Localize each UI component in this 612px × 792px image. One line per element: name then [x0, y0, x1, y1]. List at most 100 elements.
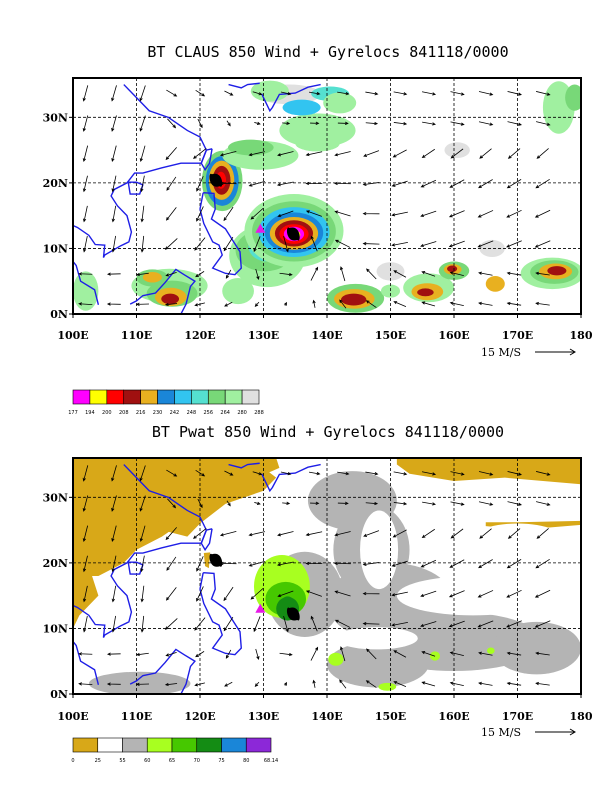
wind-vector [536, 528, 549, 539]
pwat-shade-7 [88, 671, 191, 694]
wind-vector [450, 148, 464, 159]
wind-vector [219, 150, 237, 157]
wind-vector [365, 91, 379, 96]
wind-vector [450, 121, 465, 126]
coastline [127, 181, 144, 195]
colorbar-swatch [123, 389, 141, 405]
wind-vector [478, 651, 493, 656]
wind-vector [139, 115, 146, 132]
colorbar-label: 177 [68, 410, 78, 416]
chart-title: BT Pwat 850 Wind + Gyrelocs 841118/0000 [152, 423, 504, 441]
wind-vector [536, 121, 551, 126]
wind-vector [111, 615, 117, 633]
wind-vector [422, 121, 436, 126]
wind-vector [391, 180, 408, 187]
wind-vector [279, 272, 293, 277]
colorbar-swatch [221, 737, 247, 753]
wind-vector [334, 151, 351, 157]
wind-vector [223, 206, 234, 222]
colorbar-label: 75 [218, 758, 224, 764]
wind-vector [252, 91, 263, 96]
wind-vector [252, 471, 263, 476]
wind-vector [192, 528, 207, 539]
pwat-shade-14 [378, 682, 397, 691]
wind-vector [450, 528, 464, 539]
gold-region-1 [73, 576, 99, 629]
wind-vector [82, 585, 88, 603]
colorbar-swatch [245, 737, 272, 753]
wind-vector [82, 85, 89, 102]
wind-vector [535, 271, 550, 276]
wind-vector [536, 501, 551, 506]
wind-vector [277, 151, 294, 157]
wind-vector [337, 121, 349, 125]
wind-vector [277, 210, 294, 218]
colorbar-swatch [171, 737, 198, 753]
wind-vector [337, 91, 350, 96]
wind-vector [305, 210, 322, 217]
wind-vector [448, 240, 465, 248]
colorbar-label: 70 [194, 758, 200, 764]
coastline [228, 82, 260, 89]
wind-vector [478, 91, 494, 96]
wind-vector [283, 681, 287, 686]
claus-shade-34 [161, 293, 180, 305]
wind-vector [82, 615, 88, 633]
wind-vector [82, 115, 89, 132]
colorbar-swatch [207, 389, 226, 405]
x-tick-label: 150E [375, 710, 406, 723]
wind-vector [362, 242, 380, 246]
pwat-clear-1 [335, 627, 418, 650]
wind-vector [139, 145, 146, 162]
claus-shade-49 [547, 266, 567, 276]
x-tick-label: 140E [311, 329, 342, 342]
colorbar-label: 248 [187, 410, 197, 416]
gold-region-3 [396, 458, 581, 485]
wind-vector [393, 270, 407, 278]
wind-vector [166, 556, 177, 571]
wind-vector [421, 681, 436, 687]
wind-vector [111, 145, 117, 163]
wind-vector [420, 210, 437, 218]
y-tick-label: 30N [43, 111, 68, 124]
wind-vector [310, 235, 318, 252]
pwat-shade-13 [487, 647, 495, 655]
wind-vector [393, 301, 407, 308]
colorbar-label: 208 [119, 410, 129, 416]
wind-vector [165, 207, 177, 221]
wind-vector [111, 115, 117, 132]
wind-vector [449, 179, 465, 188]
wind-vector [140, 585, 145, 603]
claus-shade-45 [447, 265, 458, 273]
colorbar-label: 288 [254, 410, 264, 416]
plot-area [73, 78, 581, 314]
colorbar-swatch [106, 389, 125, 405]
wind-vector [254, 121, 261, 125]
wind-vector [194, 302, 205, 307]
colorbar-swatch [196, 737, 222, 753]
wind-vector [82, 235, 88, 253]
colorbar-label: 55 [119, 758, 125, 764]
pwat-shade-11 [328, 652, 344, 666]
wind-vector [506, 271, 522, 276]
wind-vector [194, 682, 205, 687]
wind-vector [421, 471, 437, 476]
y-tick-label: 10N [43, 242, 68, 255]
wind-vector [362, 591, 380, 596]
wind-vector [477, 210, 494, 218]
wind-vector [253, 236, 261, 253]
coastline [73, 84, 208, 258]
wind-vector [421, 148, 435, 159]
wind-vector [420, 559, 437, 568]
coastline [200, 148, 213, 172]
coastline [129, 648, 196, 694]
wind-vector [305, 181, 323, 186]
wind-vector [391, 211, 408, 217]
claus-shade-24 [282, 99, 321, 116]
wind-vector [82, 555, 88, 573]
wind-vector [393, 502, 408, 506]
wind-vector [310, 615, 318, 632]
coastline [199, 572, 242, 656]
x-tick-label: 160E [438, 710, 469, 723]
